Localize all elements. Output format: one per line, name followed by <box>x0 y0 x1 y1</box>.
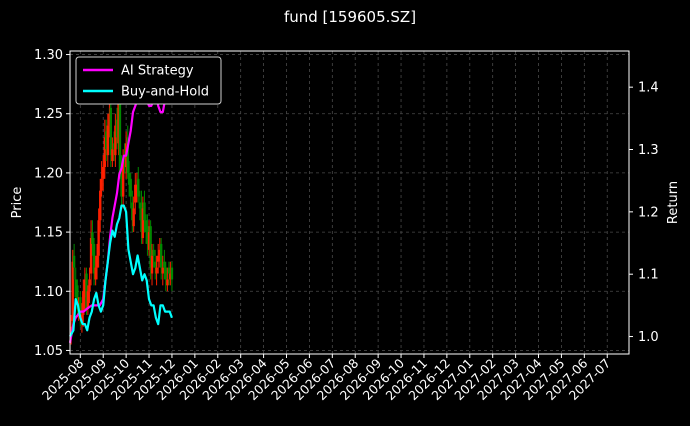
return-tick-label: 1.3 <box>638 143 659 158</box>
candle-body <box>80 314 84 321</box>
candle-body <box>111 149 114 162</box>
candle-body <box>169 273 172 280</box>
candle-body <box>83 279 87 298</box>
candle-body <box>76 285 79 304</box>
candle-body <box>103 137 107 167</box>
candle-body <box>127 172 131 185</box>
price-axis: 1.05 1.10 1.15 1.20 1.25 1.30 <box>34 48 70 359</box>
candle-body <box>131 202 134 221</box>
candle-body <box>163 261 166 268</box>
candle-body <box>170 267 174 280</box>
price-tick-label: 1.15 <box>34 226 63 241</box>
return-axis: 1.0 1.1 1.2 1.3 1.4 <box>629 81 659 345</box>
return-tick-label: 1.4 <box>638 81 659 96</box>
candle-body <box>121 161 125 197</box>
candle-body <box>95 255 99 268</box>
candle-body <box>140 202 143 233</box>
candle-body <box>112 143 116 150</box>
candle-body <box>117 101 120 144</box>
return-tick-label: 1.1 <box>638 268 659 283</box>
candle-body <box>155 267 158 274</box>
return-axis-label: Return <box>666 181 681 224</box>
candle-body <box>99 190 102 221</box>
candle-body <box>86 291 90 310</box>
candle-body <box>137 178 140 197</box>
date-axis: 2025-082025-092025-102025-112025-122026-… <box>39 354 613 403</box>
candle-body <box>106 125 110 156</box>
candle-body <box>149 226 152 268</box>
price-tick-label: 1.05 <box>34 344 63 359</box>
candle-body <box>147 232 151 250</box>
candle-body <box>166 279 169 286</box>
candle-body <box>161 267 164 274</box>
candle-body <box>85 273 88 310</box>
candle-body <box>134 184 137 203</box>
candle-body <box>138 202 142 209</box>
candle-body <box>97 220 100 256</box>
chart-title: fund [159605.SZ] <box>284 8 416 26</box>
candle-body <box>159 243 163 268</box>
return-tick-label: 1.2 <box>638 205 659 220</box>
price-axis-label: Price <box>10 187 25 219</box>
legend: AI Strategy Buy-and-Hold <box>75 56 222 105</box>
candle-body <box>91 232 94 244</box>
series-line-buy-and-hold <box>69 204 173 338</box>
candle-body <box>94 267 97 280</box>
legend-label-buy-and-hold: Buy-and-Hold <box>121 85 209 100</box>
candle-body <box>123 155 126 162</box>
candle-body <box>157 255 160 262</box>
price-tick-label: 1.10 <box>34 285 63 300</box>
candle-body <box>135 184 139 191</box>
candle-body <box>132 208 135 227</box>
candle-body <box>143 202 146 221</box>
legend-label-ai-strategy: AI Strategy <box>121 64 194 79</box>
candle-body <box>100 178 103 191</box>
candle-body <box>114 125 117 156</box>
candle-body <box>144 220 148 233</box>
candle-body <box>82 291 85 315</box>
candle-body <box>115 119 119 138</box>
candle-body <box>79 297 82 315</box>
candle-body <box>164 267 167 280</box>
price-tick-label: 1.25 <box>34 107 63 122</box>
candle-body <box>150 255 154 274</box>
candle-body <box>158 249 162 256</box>
candle-body <box>109 107 112 156</box>
plot-frame <box>69 50 630 355</box>
candle-body <box>89 238 93 274</box>
candlesticks <box>69 84 174 345</box>
candle-body <box>167 267 171 274</box>
candle-body <box>118 95 122 173</box>
candle-body <box>126 137 129 173</box>
candle-body <box>141 208 145 239</box>
return-tick-label: 1.0 <box>638 330 659 345</box>
candle-body <box>88 279 91 292</box>
candle-body <box>102 166 105 179</box>
price-tick-label: 1.20 <box>34 166 63 181</box>
candle-body <box>74 279 77 298</box>
candle-body <box>120 166 123 197</box>
candle-body <box>92 243 96 274</box>
price-tick-label: 1.30 <box>34 48 63 63</box>
candle-body <box>129 178 132 197</box>
candle-body <box>146 226 149 244</box>
candle-body <box>69 326 73 333</box>
candle-body <box>104 131 108 150</box>
candle-body <box>108 113 111 126</box>
candle-body <box>154 261 157 268</box>
candle-body <box>72 255 76 268</box>
candle-body <box>152 249 155 256</box>
candle-body <box>71 261 74 321</box>
